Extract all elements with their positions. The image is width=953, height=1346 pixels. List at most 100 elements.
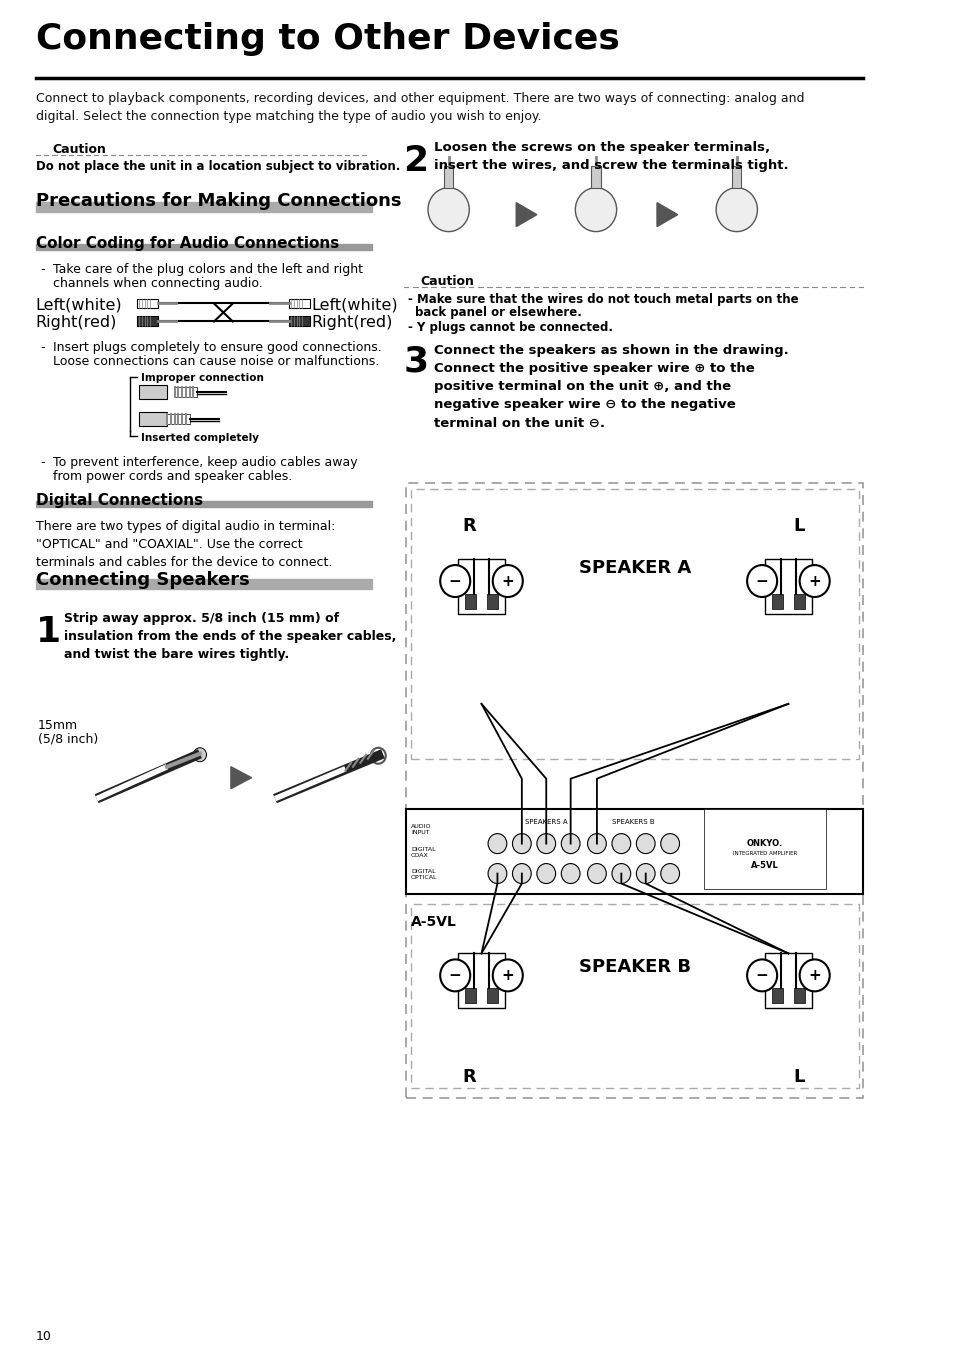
Text: Right(red): Right(red) [35, 315, 117, 331]
Bar [289, 299, 310, 308]
Text: - Y plugs cannot be connected.: - Y plugs cannot be connected. [408, 322, 613, 334]
Text: 1: 1 [35, 615, 61, 649]
Bar [35, 244, 372, 249]
Circle shape [636, 864, 655, 883]
Text: INTEGRATED AMPLIFIER: INTEGRATED AMPLIFIER [732, 851, 796, 856]
Text: 15mm: 15mm [37, 719, 77, 732]
Polygon shape [657, 203, 677, 226]
Circle shape [575, 187, 616, 232]
Bar [35, 202, 372, 211]
Text: Connect to playback components, recording devices, and other equipment. There ar: Connect to playback components, recordin… [35, 92, 803, 122]
Text: −: − [755, 968, 768, 983]
Circle shape [488, 864, 506, 883]
Text: Caution: Caution [52, 143, 107, 156]
Text: 3: 3 [403, 345, 428, 378]
Circle shape [439, 565, 470, 598]
Text: There are two types of digital audio in terminal:
"OPTICAL" and "COAXIAL". Use t: There are two types of digital audio in … [35, 520, 335, 569]
Text: AUDIO
INPUT: AUDIO INPUT [411, 824, 431, 835]
Bar [406, 483, 862, 1098]
Bar [793, 988, 804, 1003]
Circle shape [493, 960, 522, 992]
Text: Caution: Caution [420, 275, 474, 288]
Circle shape [746, 960, 777, 992]
Circle shape [746, 565, 777, 598]
Text: 2: 2 [403, 144, 428, 178]
Circle shape [488, 833, 506, 853]
Circle shape [587, 833, 606, 853]
Bar [464, 594, 476, 608]
Text: −: − [755, 573, 768, 588]
Text: SPEAKER A: SPEAKER A [578, 559, 690, 577]
Circle shape [799, 960, 829, 992]
Text: Loose connections can cause noise or malfunctions.: Loose connections can cause noise or mal… [52, 355, 378, 369]
Polygon shape [516, 203, 537, 226]
Bar [703, 809, 825, 888]
Text: Loosen the screws on the speaker terminals,
insert the wires, and screw the term: Loosen the screws on the speaker termina… [434, 141, 787, 172]
Text: DIGITAL
OPTICAL: DIGITAL OPTICAL [411, 868, 437, 880]
Bar [487, 988, 497, 1003]
Circle shape [512, 833, 531, 853]
Text: R: R [462, 517, 476, 536]
Bar [139, 412, 167, 427]
Text: R: R [462, 1069, 476, 1086]
Circle shape [428, 187, 469, 232]
Circle shape [660, 833, 679, 853]
Text: (5/8 inch): (5/8 inch) [37, 732, 98, 746]
Text: +: + [807, 573, 821, 588]
Text: Take care of the plug colors and the left and right: Take care of the plug colors and the lef… [52, 262, 362, 276]
Text: - Make sure that the wires do not touch metal parts on the: - Make sure that the wires do not touch … [408, 292, 798, 306]
Circle shape [193, 748, 206, 762]
Text: -: - [40, 342, 45, 354]
Bar [793, 594, 804, 608]
Bar [443, 166, 453, 187]
Text: Right(red): Right(red) [312, 315, 393, 331]
Text: Connecting Speakers: Connecting Speakers [35, 571, 249, 590]
Text: Digital Connections: Digital Connections [35, 493, 203, 509]
Bar [771, 988, 782, 1003]
Text: Color Coding for Audio Connections: Color Coding for Audio Connections [35, 236, 338, 250]
Text: channels when connecting audio.: channels when connecting audio. [52, 276, 262, 289]
Text: +: + [501, 573, 514, 588]
Text: −: − [448, 573, 461, 588]
Text: A-5VL: A-5VL [411, 915, 456, 930]
Circle shape [439, 960, 470, 992]
Circle shape [537, 833, 555, 853]
Circle shape [537, 864, 555, 883]
Circle shape [636, 833, 655, 853]
Text: Improper connection: Improper connection [141, 373, 263, 384]
Bar [289, 316, 310, 327]
Bar [411, 903, 858, 1088]
Polygon shape [231, 767, 252, 789]
Text: SPEAKERS A: SPEAKERS A [524, 818, 567, 825]
Bar [771, 594, 782, 608]
Text: -: - [40, 262, 45, 276]
Circle shape [560, 864, 579, 883]
Text: Precautions for Making Connections: Precautions for Making Connections [35, 191, 401, 210]
Bar [35, 579, 372, 590]
Bar [139, 385, 167, 400]
Text: Strip away approx. 5/8 inch (15 mm) of
insulation from the ends of the speaker c: Strip away approx. 5/8 inch (15 mm) of i… [64, 612, 395, 661]
Text: back panel or elsewhere.: back panel or elsewhere. [415, 307, 581, 319]
Circle shape [560, 833, 579, 853]
Text: from power cords and speaker cables.: from power cords and speaker cables. [52, 470, 292, 483]
Text: SPEAKERS B: SPEAKERS B [612, 818, 654, 825]
Text: ONKYO.: ONKYO. [746, 839, 782, 848]
Bar [764, 559, 811, 614]
Text: To prevent interference, keep audio cables away: To prevent interference, keep audio cabl… [52, 456, 356, 470]
Circle shape [587, 864, 606, 883]
Circle shape [611, 833, 630, 853]
Circle shape [660, 864, 679, 883]
Text: +: + [501, 968, 514, 983]
Bar [174, 388, 197, 397]
Text: +: + [807, 968, 821, 983]
Bar [411, 489, 858, 759]
Circle shape [512, 864, 531, 883]
Text: Left(white): Left(white) [35, 297, 122, 312]
Bar [406, 809, 862, 894]
Text: Connecting to Other Devices: Connecting to Other Devices [35, 22, 618, 57]
Text: Insert plugs completely to ensure good connections.: Insert plugs completely to ensure good c… [52, 342, 381, 354]
Text: SPEAKER B: SPEAKER B [578, 958, 690, 976]
Text: DIGITAL
COAX: DIGITAL COAX [411, 847, 436, 857]
Text: -: - [40, 456, 45, 470]
Text: A-5VL: A-5VL [750, 860, 778, 870]
